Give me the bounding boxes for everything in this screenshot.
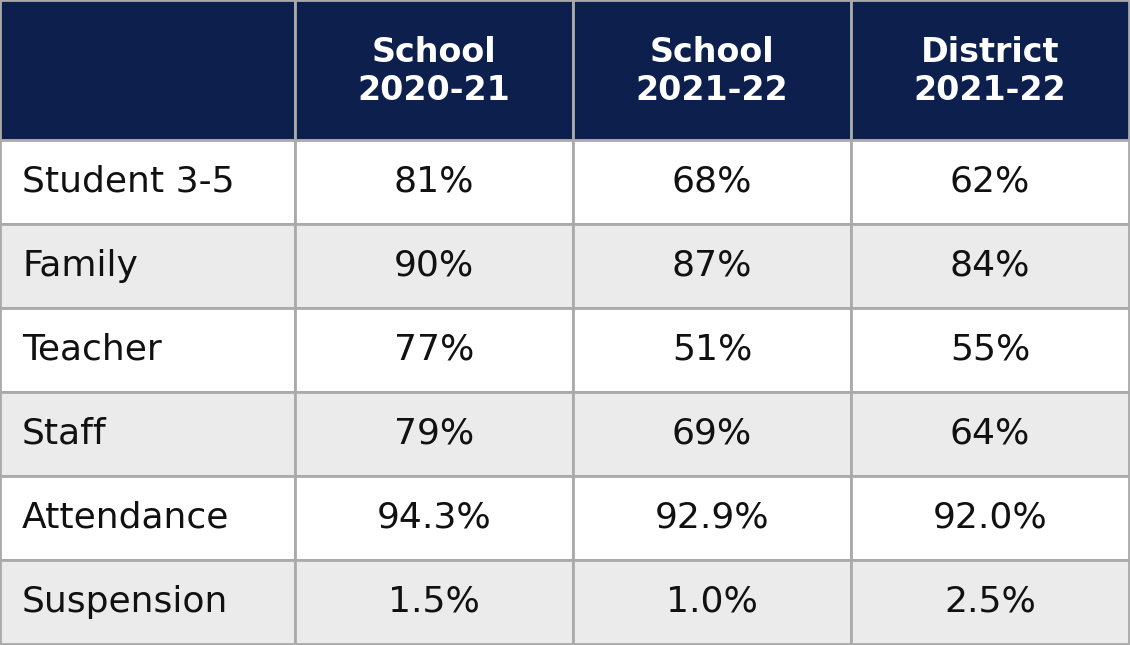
Bar	[851, 0, 1129, 140]
Text: Teacher: Teacher	[21, 333, 162, 367]
Bar	[851, 392, 1129, 476]
Bar	[573, 560, 851, 644]
Text: 84%: 84%	[949, 249, 1031, 283]
Bar	[851, 560, 1129, 644]
Bar	[573, 392, 851, 476]
Bar	[0, 0, 295, 140]
Bar	[573, 140, 851, 224]
Text: 2020-21: 2020-21	[357, 74, 511, 106]
Text: 1.0%: 1.0%	[666, 585, 758, 619]
Bar	[573, 0, 851, 140]
Bar	[851, 140, 1129, 224]
Text: 68%: 68%	[671, 165, 753, 199]
Text: 87%: 87%	[671, 249, 753, 283]
Text: 77%: 77%	[394, 333, 475, 367]
Bar	[295, 308, 573, 392]
Bar	[851, 308, 1129, 392]
Bar	[0, 392, 295, 476]
Bar	[573, 476, 851, 560]
Bar	[0, 476, 295, 560]
Text: School: School	[372, 35, 496, 68]
Text: School: School	[650, 35, 774, 68]
Text: 2.5%: 2.5%	[944, 585, 1036, 619]
Text: 55%: 55%	[950, 333, 1031, 367]
Text: 2021-22: 2021-22	[636, 74, 789, 106]
Text: Suspension: Suspension	[21, 585, 228, 619]
Bar	[295, 0, 573, 140]
Text: 81%: 81%	[393, 165, 475, 199]
Text: 69%: 69%	[672, 417, 753, 451]
Text: 2021-22: 2021-22	[914, 74, 1067, 106]
Bar	[0, 140, 295, 224]
Text: Student 3-5: Student 3-5	[21, 165, 235, 199]
Text: District: District	[921, 35, 1059, 68]
Bar	[0, 224, 295, 308]
Bar	[573, 308, 851, 392]
Text: 62%: 62%	[950, 165, 1031, 199]
Text: 94.3%: 94.3%	[376, 501, 492, 535]
Text: 79%: 79%	[394, 417, 475, 451]
Text: Family: Family	[21, 249, 138, 283]
Text: Staff: Staff	[21, 417, 106, 451]
Bar	[295, 476, 573, 560]
Bar	[295, 560, 573, 644]
Bar	[851, 476, 1129, 560]
Text: 51%: 51%	[672, 333, 753, 367]
Text: 64%: 64%	[950, 417, 1031, 451]
Bar	[573, 224, 851, 308]
Bar	[0, 560, 295, 644]
Text: 90%: 90%	[394, 249, 475, 283]
Bar	[0, 308, 295, 392]
Bar	[295, 140, 573, 224]
Bar	[295, 224, 573, 308]
Text: 1.5%: 1.5%	[388, 585, 480, 619]
Text: Attendance: Attendance	[21, 501, 229, 535]
Bar	[851, 224, 1129, 308]
Bar	[295, 392, 573, 476]
Text: 92.9%: 92.9%	[654, 501, 770, 535]
Text: 92.0%: 92.0%	[932, 501, 1048, 535]
